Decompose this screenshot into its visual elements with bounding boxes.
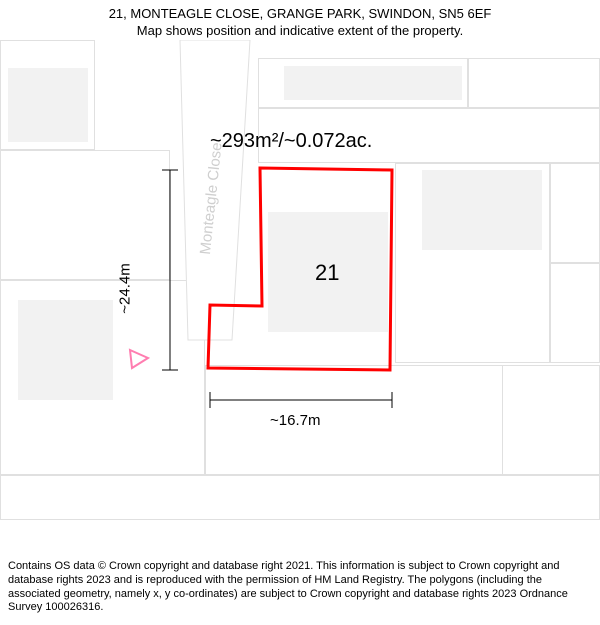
dimension-horizontal	[210, 392, 392, 408]
house-number-label: 21	[315, 260, 339, 286]
dimension-vertical	[162, 170, 178, 370]
map-svg	[0, 40, 600, 530]
map-subtitle: Map shows position and indicative extent…	[10, 23, 590, 40]
map-title: 21, MONTEAGLE CLOSE, GRANGE PARK, SWINDO…	[10, 6, 590, 23]
map-area: Monteagle Close ~293m²/~0.072ac. 21 ~24.…	[0, 40, 600, 530]
copyright-footer: Contains OS data © Crown copyright and d…	[0, 554, 600, 625]
dimension-vertical-label: ~24.4m	[117, 263, 134, 313]
direction-marker-icon	[130, 350, 148, 368]
map-header: 21, MONTEAGLE CLOSE, GRANGE PARK, SWINDO…	[0, 0, 600, 42]
area-label: ~293m²/~0.072ac.	[210, 130, 372, 153]
dimension-horizontal-label: ~16.7m	[270, 412, 320, 429]
